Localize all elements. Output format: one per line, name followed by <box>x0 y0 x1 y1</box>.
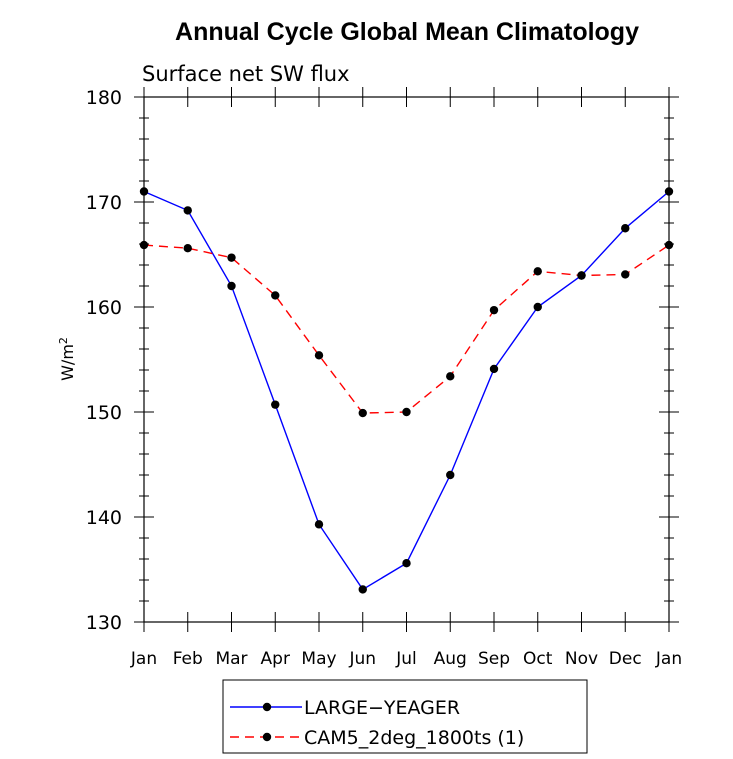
x-tick-label: Oct <box>523 649 553 669</box>
legend: LARGE−YEAGER CAM5_2deg_1800ts (1) <box>222 679 588 754</box>
y-tick-label: 180 <box>86 87 122 109</box>
x-tick-label: Jun <box>348 649 376 669</box>
y-tick-label: 150 <box>86 402 122 424</box>
data-point <box>139 187 149 196</box>
y-tick-label: 140 <box>86 507 122 529</box>
x-tick-label: Aug <box>434 649 467 669</box>
plot-frame <box>143 96 670 623</box>
data-point <box>489 364 499 374</box>
data-point <box>271 291 280 300</box>
data-point <box>577 271 586 280</box>
x-tick-label: Nov <box>565 649 598 669</box>
data-point <box>664 240 674 250</box>
x-tick-label: Jul <box>395 649 417 669</box>
data-point <box>271 400 280 409</box>
data-point <box>533 267 542 276</box>
y-axis-label-unit: W/m <box>58 344 77 381</box>
x-tick-label: Jan <box>655 649 682 669</box>
y-tick-label: 170 <box>86 192 122 214</box>
y-tick-label: 130 <box>86 612 122 634</box>
data-point <box>183 244 192 253</box>
series-2 <box>139 240 674 418</box>
legend-label: LARGE−YEAGER <box>304 697 460 719</box>
axis-ticks: Jan Feb Mar Apr May Jun Jul Aug Sep Oct Nov Dec Jan 1… <box>86 87 682 669</box>
y-tick-label: 160 <box>86 297 122 319</box>
data-point <box>664 187 674 196</box>
data-point <box>183 206 192 215</box>
series-layer <box>139 187 674 594</box>
x-tick-label: Jan <box>130 649 157 669</box>
y-axis-label-superscript: 2 <box>57 337 70 344</box>
series-line <box>143 190 670 591</box>
data-point <box>402 407 411 417</box>
data-point <box>358 408 367 418</box>
x-tick-label: May <box>301 649 336 669</box>
data-point <box>402 559 411 568</box>
data-point <box>621 270 630 279</box>
y-axis-label: W/m2 <box>57 337 77 381</box>
data-point <box>446 372 455 381</box>
data-point <box>139 240 149 250</box>
chart-subtitle: Surface net SW flux <box>142 62 350 86</box>
data-point <box>533 302 542 312</box>
series-1 <box>139 187 674 594</box>
x-tick-label: Feb <box>173 649 203 669</box>
legend-box <box>222 679 588 754</box>
legend-label: CAM5_2deg_1800ts (1) <box>304 727 524 749</box>
x-tick-label: Mar <box>215 649 247 669</box>
legend-swatch-marker <box>262 732 272 742</box>
x-tick-label: Sep <box>478 649 510 669</box>
legend-swatch-marker <box>262 702 272 712</box>
data-point <box>227 281 236 291</box>
x-tick-label: Dec <box>609 649 642 669</box>
data-point <box>314 351 324 360</box>
chart-title: Annual Cycle Global Mean Climatology <box>175 18 639 46</box>
data-point <box>358 585 367 594</box>
data-point <box>227 253 236 262</box>
data-point <box>314 520 324 529</box>
data-point <box>621 224 630 233</box>
data-point <box>446 470 455 480</box>
data-point <box>489 305 499 315</box>
x-tick-label: Apr <box>261 649 290 669</box>
